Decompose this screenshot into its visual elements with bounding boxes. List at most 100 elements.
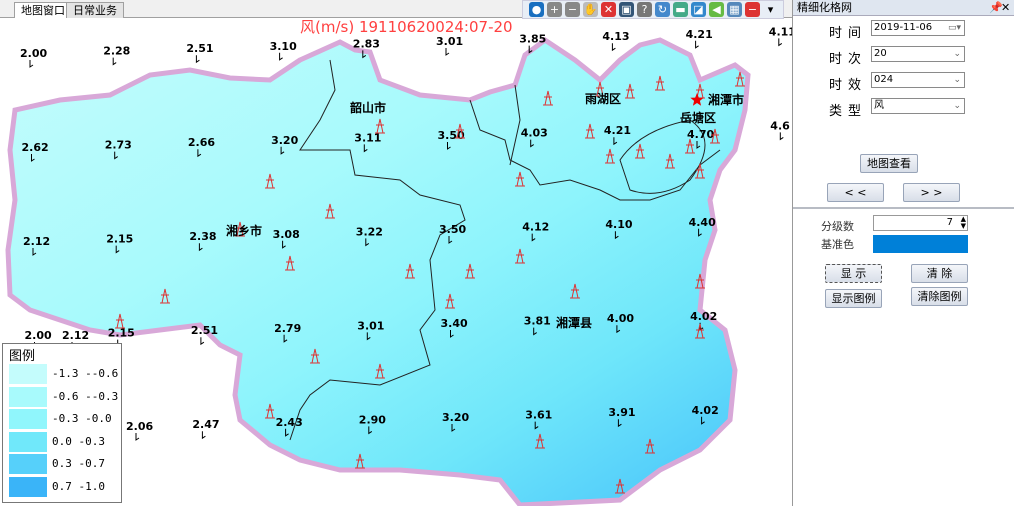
wind-barb-icon: [695, 40, 699, 49]
chevron-down-icon[interactable]: ⌄: [953, 75, 961, 85]
station-value: 2.15: [108, 327, 135, 340]
dropdown-icon[interactable]: ▾: [767, 3, 774, 16]
urban-boundary: [619, 119, 706, 194]
station-tower-icon: [695, 273, 705, 289]
station-value: 2.00: [20, 47, 47, 60]
field-value: 20: [874, 48, 887, 59]
map-canvas[interactable]: 风(m/s) 19110620024:07-20 2.00 2.28 2.51 3.1…: [0, 18, 792, 506]
wind-barb-icon: [279, 52, 283, 61]
station-tower-icon: [685, 138, 695, 154]
wind-barb-icon: [611, 43, 616, 52]
station-value: 4.02: [692, 404, 719, 417]
back-arrow-icon[interactable]: ◀: [709, 2, 724, 17]
wind-barb-icon: [283, 334, 288, 343]
tab-daily-business[interactable]: 日常业务: [66, 2, 124, 18]
legend-label: -0.3 -0.0: [52, 412, 112, 425]
region-boundary: [5, 36, 751, 506]
wind-barb-icon: [197, 149, 202, 158]
station-value: 3.85: [519, 33, 546, 46]
chevron-down-icon[interactable]: ⌄: [953, 101, 961, 111]
chevron-down-icon[interactable]: ⌄: [953, 49, 961, 59]
station-value: 4.02: [690, 310, 717, 323]
legend-swatch: [9, 431, 47, 452]
wind-barb-icon: [195, 55, 200, 64]
station-tower-icon: [665, 153, 675, 169]
identify-icon[interactable]: ?: [637, 2, 652, 17]
zoom-out-icon[interactable]: −: [565, 2, 580, 17]
levels-spinner[interactable]: 7 ▲ ▼: [873, 215, 968, 231]
station-value: 3.10: [270, 40, 297, 53]
wind-barb-icon: [778, 38, 783, 47]
spinner-arrows-icon[interactable]: ▲ ▼: [960, 215, 966, 230]
station-tower-icon: [285, 255, 295, 271]
station-value: 2.15: [106, 233, 133, 246]
next-button[interactable]: > >: [903, 183, 960, 202]
station-tower-icon: [605, 148, 615, 164]
base-color-swatch[interactable]: [873, 235, 968, 253]
show-legend-button[interactable]: 显示图例: [825, 289, 882, 308]
clear-legend-button[interactable]: 清除图例: [911, 287, 968, 306]
place-label-xiangtan: 湘潭市: [708, 92, 744, 107]
legend-item: 0.3 -0.7: [9, 454, 119, 474]
wind-barb-icon: [201, 431, 206, 440]
station-value: 4.13: [602, 30, 629, 43]
wind-barb-icon: [528, 45, 533, 54]
close-icon[interactable]: ✕: [1001, 1, 1011, 14]
station-tower-icon: [735, 71, 745, 87]
measure-icon[interactable]: ▦: [727, 2, 742, 17]
prev-button[interactable]: < <: [827, 183, 884, 202]
field-select[interactable]: 风 ⌄: [871, 98, 965, 114]
full-extent-icon[interactable]: ▣: [619, 2, 634, 17]
wind-barb-icon: [135, 433, 140, 441]
station-tower-icon: [310, 348, 320, 364]
wind-barb-icon: [365, 238, 370, 247]
station-value: 4.00: [607, 312, 634, 325]
station-tower-icon: [405, 263, 415, 279]
station-tower-icon: [585, 123, 595, 139]
station-tower-icon: [635, 143, 645, 159]
wind-barb-icon: [112, 57, 117, 66]
wind-barb-icon: [698, 228, 702, 237]
field-label: 时间: [829, 26, 868, 41]
field-row: 时间 2019-11-06 ▭▾: [793, 20, 1014, 41]
legend-item: 0.7 -1.0: [9, 476, 119, 497]
station-value: 2.47: [192, 418, 219, 431]
wind-barb-icon: [779, 132, 784, 141]
field-value: 024: [874, 74, 894, 85]
zoom-in-icon[interactable]: +: [547, 2, 562, 17]
map-view-button[interactable]: 地图查看: [860, 154, 918, 173]
globe-icon[interactable]: ●: [529, 2, 544, 17]
wind-barb-icon: [616, 325, 621, 334]
export-icon[interactable]: ◪: [691, 2, 706, 17]
station-value: 2.90: [359, 413, 386, 426]
county-boundary: [289, 59, 721, 441]
station-tower-icon: [265, 403, 275, 419]
wind-barb-icon: [114, 151, 118, 160]
layer-icon[interactable]: ▬: [673, 2, 688, 17]
wind-barb-icon: [617, 419, 622, 428]
wind-barb-icon: [701, 416, 705, 425]
station-value: 3.61: [525, 409, 552, 422]
field-select[interactable]: 024 ⌄: [871, 72, 965, 88]
pan-hand-icon[interactable]: ✋: [583, 2, 598, 17]
station-value: 4.70: [687, 128, 714, 141]
station-value: 3.22: [356, 225, 383, 238]
pin-icon[interactable]: 📌: [989, 1, 1003, 14]
station-value: 4.21: [686, 28, 713, 41]
base-color-label: 基准色: [821, 238, 854, 251]
calendar-dropdown-icon[interactable]: ▭▾: [947, 23, 961, 33]
stop-icon[interactable]: −: [745, 2, 760, 17]
station-value: 2.62: [22, 141, 49, 154]
clear-button[interactable]: 清 除: [911, 264, 968, 283]
legend-label: 0.3 -0.7: [52, 457, 105, 470]
tab-map-window[interactable]: 地图窗口: [14, 2, 72, 18]
station-tower-icon: [375, 363, 385, 379]
show-button[interactable]: 显 示: [825, 264, 882, 283]
clear-icon[interactable]: ✕: [601, 2, 616, 17]
wind-barb-icon: [447, 142, 451, 150]
legend-item: -1.3 --0.6: [9, 364, 119, 384]
wind-barb-icon: [32, 248, 37, 256]
field-select[interactable]: 20 ⌄: [871, 46, 965, 62]
refresh-icon[interactable]: ↻: [655, 2, 670, 17]
field-select[interactable]: 2019-11-06 ▭▾: [871, 20, 965, 36]
